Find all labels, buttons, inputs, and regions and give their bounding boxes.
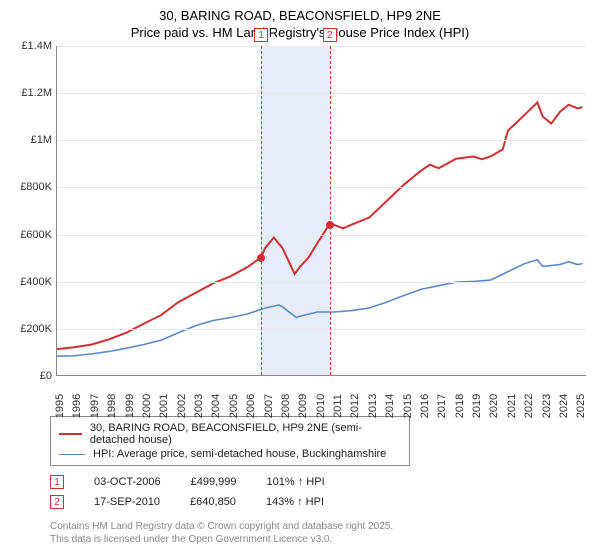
sale-row-1: 1 03-OCT-2006 £499,999 101% ↑ HPI [50, 472, 590, 492]
legend-item-hpi: HPI: Average price, semi-detached house,… [59, 447, 401, 461]
sale-marker-1: 1 [50, 475, 64, 489]
x-tick-label: 2015 [402, 394, 414, 418]
legend-label-hpi: HPI: Average price, semi-detached house,… [93, 448, 386, 460]
x-tick-label: 2002 [176, 394, 188, 418]
sale-marker-box: 2 [323, 28, 337, 42]
chart-container: 30, BARING ROAD, BEACONSFIELD, HP9 2NE P… [0, 0, 600, 550]
gridline [57, 93, 586, 94]
sale-date-2: 17-SEP-2010 [94, 496, 160, 508]
footnote-line1: Contains HM Land Registry data © Crown c… [50, 520, 590, 533]
x-tick-label: 2006 [245, 394, 257, 418]
y-tick-label: £800K [20, 181, 52, 193]
legend: 30, BARING ROAD, BEACONSFIELD, HP9 2NE (… [50, 416, 410, 466]
x-tick-label: 2005 [228, 394, 240, 418]
sale-vline [261, 46, 262, 375]
footnote-line2: This data is licensed under the Open Gov… [50, 533, 590, 546]
y-tick-label: £1.2M [21, 87, 52, 99]
sales-table: 1 03-OCT-2006 £499,999 101% ↑ HPI 2 17-S… [50, 472, 590, 512]
sale-vline [330, 46, 331, 375]
gridline [57, 282, 586, 283]
x-tick-label: 2001 [158, 394, 170, 418]
line-layer [57, 46, 586, 375]
x-tick-label: 1996 [71, 394, 83, 418]
x-tick-label: 2022 [523, 394, 535, 418]
sale-marker-box: 1 [254, 28, 268, 42]
gridline [57, 46, 586, 47]
sale-marker-2: 2 [50, 495, 64, 509]
x-tick-label: 2016 [419, 394, 431, 418]
x-axis: 1995199619971998199920002001200220032004… [56, 376, 586, 410]
x-tick-label: 1999 [124, 394, 136, 418]
x-tick-label: 1998 [106, 394, 118, 418]
sale-hpi-1: 101% ↑ HPI [267, 476, 325, 488]
sale-point-icon [326, 221, 334, 229]
gridline [57, 329, 586, 330]
x-tick-label: 2011 [332, 394, 344, 418]
x-tick-label: 2024 [558, 394, 570, 418]
x-tick-label: 2003 [193, 394, 205, 418]
plot-wrap: £0£200K£400K£600K£800K£1M£1.2M£1.4M 12 [10, 46, 590, 376]
title-subtitle: Price paid vs. HM Land Registry's House … [10, 25, 590, 40]
legend-item-property: 30, BARING ROAD, BEACONSFIELD, HP9 2NE (… [59, 421, 401, 447]
sale-price-2: £640,850 [190, 496, 236, 508]
x-tick-label: 1995 [54, 394, 66, 418]
gridline [57, 140, 586, 141]
x-tick-label: 2009 [297, 394, 309, 418]
x-tick-label: 2023 [541, 394, 553, 418]
x-tick-label: 2004 [210, 394, 222, 418]
x-tick-label: 2021 [506, 394, 518, 418]
sale-date-1: 03-OCT-2006 [94, 476, 161, 488]
x-tick-label: 2010 [315, 394, 327, 418]
title-block: 30, BARING ROAD, BEACONSFIELD, HP9 2NE P… [10, 8, 590, 40]
gridline [57, 235, 586, 236]
y-tick-label: £200K [20, 323, 52, 335]
x-tick-label: 2007 [263, 394, 275, 418]
plot-area: 12 [56, 46, 586, 376]
y-axis: £0£200K£400K£600K£800K£1M£1.2M£1.4M [10, 46, 56, 376]
legend-label-property: 30, BARING ROAD, BEACONSFIELD, HP9 2NE (… [90, 422, 401, 446]
sale-point-icon [257, 254, 265, 262]
x-tick-label: 2012 [349, 394, 361, 418]
x-tick-label: 2008 [280, 394, 292, 418]
footnote: Contains HM Land Registry data © Crown c… [50, 520, 590, 546]
x-tick-label: 2014 [384, 394, 396, 418]
x-tick-label: 2018 [454, 394, 466, 418]
y-tick-label: £1.4M [21, 40, 52, 52]
x-tick-label: 2020 [488, 394, 500, 418]
x-tick-label: 2013 [367, 394, 379, 418]
gridline [57, 187, 586, 188]
x-tick-label: 2019 [471, 394, 483, 418]
title-address: 30, BARING ROAD, BEACONSFIELD, HP9 2NE [10, 8, 590, 23]
y-tick-label: £1M [31, 134, 52, 146]
sale-hpi-2: 143% ↑ HPI [266, 496, 324, 508]
x-tick-label: 1997 [89, 394, 101, 418]
x-tick-label: 2025 [575, 394, 587, 418]
sale-row-2: 2 17-SEP-2010 £640,850 143% ↑ HPI [50, 492, 590, 512]
sale-price-1: £499,999 [191, 476, 237, 488]
series-hpi [57, 260, 583, 356]
legend-swatch-red [59, 433, 82, 435]
y-tick-label: £400K [20, 276, 52, 288]
x-tick-label: 2017 [436, 394, 448, 418]
legend-swatch-blue [59, 454, 85, 455]
y-tick-label: £600K [20, 229, 52, 241]
x-tick-label: 2000 [141, 394, 153, 418]
y-tick-label: £0 [40, 370, 52, 382]
